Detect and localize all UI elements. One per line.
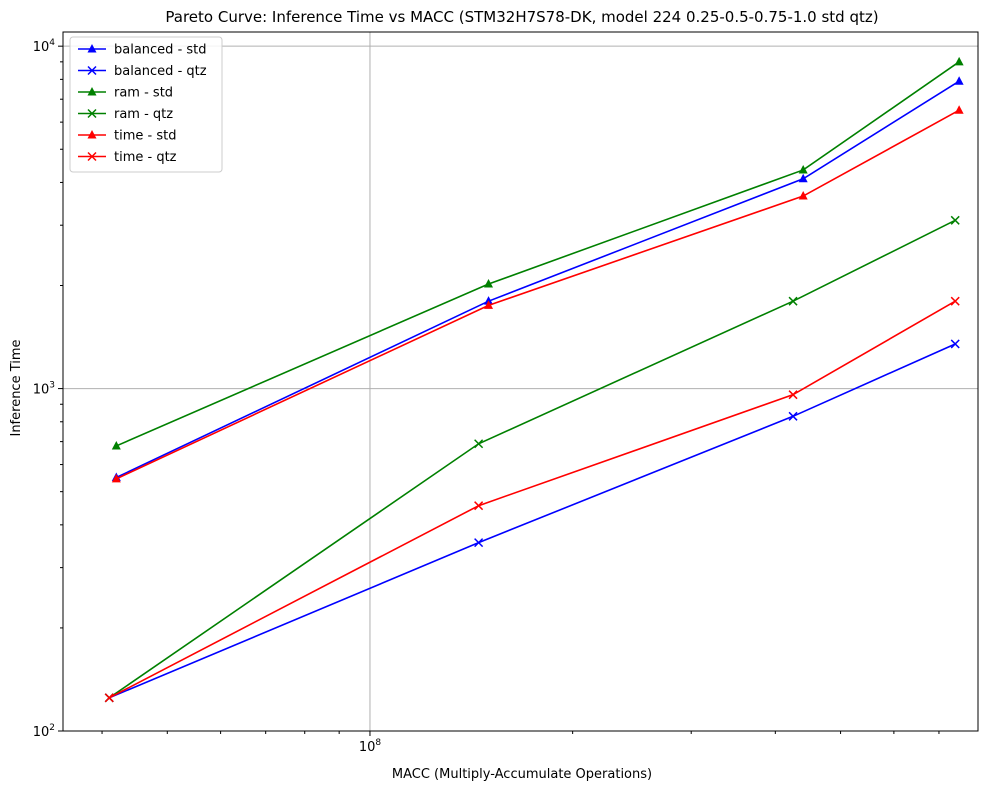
legend-box (69, 36, 223, 173)
legend-label: ram - std (114, 86, 173, 101)
legend: balanced - std balanced - qtz ram - std ram… (69, 36, 223, 173)
point-ram-std-1 (484, 279, 494, 288)
point-ram-std-2 (798, 164, 808, 174)
point-ram-qtz-2 (788, 296, 798, 306)
point-time-std-0 (111, 473, 121, 483)
legend-label: time - std (114, 129, 176, 144)
legend-swatch-marker (87, 108, 97, 119)
y-axis-label: Inference Time (9, 339, 24, 436)
series-balanced-std (111, 76, 964, 481)
legend-item-ram-qtz: ram - qtz (78, 107, 173, 122)
point-balanced-qtz-1 (474, 538, 484, 548)
point-time-qtz-1 (474, 501, 484, 511)
legend-swatch-marker (87, 65, 97, 76)
legend-label: ram - qtz (114, 107, 173, 122)
series-line-ram-qtz (108, 219, 956, 699)
legend-item-time-std: time - std (78, 129, 176, 144)
series-ram-std (111, 56, 964, 450)
legend-swatch-marker (87, 87, 97, 96)
y-tick-label-0: 102 (33, 723, 55, 740)
series-line-balanced-std (115, 80, 960, 479)
point-balanced-std-3 (954, 76, 964, 85)
legend-swatch-marker (87, 151, 97, 162)
y-tick-label-1: 103 (33, 381, 55, 398)
series-line-time-std (115, 109, 960, 480)
series-ram-qtz (104, 215, 960, 703)
plot-frame (62, 31, 979, 732)
legend-label: balanced - qtz (114, 64, 207, 79)
point-balanced-qtz-2 (788, 411, 798, 421)
x-axis-label: MACC (Multiply-Accumulate Operations) (392, 767, 652, 782)
point-time-std-1 (484, 300, 494, 309)
legend-item-balanced-std: balanced - std (78, 43, 207, 58)
legend-item-time-qtz: time - qtz (78, 150, 177, 165)
legend-swatch-marker (87, 130, 97, 139)
x-tick-label-0: 108 (359, 738, 382, 755)
tick-layer: 108 102 103 104 (33, 38, 940, 755)
chart-title: Pareto Curve: Inference Time vs MACC (ST… (165, 8, 878, 26)
point-ram-std-0 (111, 440, 121, 450)
point-time-std-2 (798, 191, 808, 200)
series-balanced-qtz (104, 339, 960, 703)
point-time-std-3 (954, 105, 964, 114)
legend-item-balanced-qtz: balanced - qtz (78, 64, 207, 79)
legend-item-ram-std: ram - std (78, 86, 173, 101)
y-tick-label-2: 104 (33, 38, 56, 55)
series-time-std (111, 105, 964, 483)
point-balanced-qtz-3 (950, 339, 960, 349)
legend-swatch-marker (87, 44, 97, 53)
point-ram-qtz-3 (950, 215, 960, 225)
point-time-qtz-3 (950, 296, 960, 306)
point-ram-std-3 (954, 56, 964, 66)
point-ram-qtz-1 (474, 439, 484, 449)
point-balanced-std-2 (798, 173, 808, 183)
point-time-qtz-2 (788, 390, 798, 400)
series-time-qtz (104, 296, 960, 703)
series-line-ram-std (115, 61, 960, 447)
series-line-balanced-qtz (108, 343, 956, 699)
point-time-qtz-0 (104, 693, 114, 703)
series-line-time-qtz (108, 300, 956, 699)
legend-label: balanced - std (114, 43, 207, 58)
legend-label: time - qtz (114, 150, 177, 165)
series-layer (104, 56, 964, 703)
